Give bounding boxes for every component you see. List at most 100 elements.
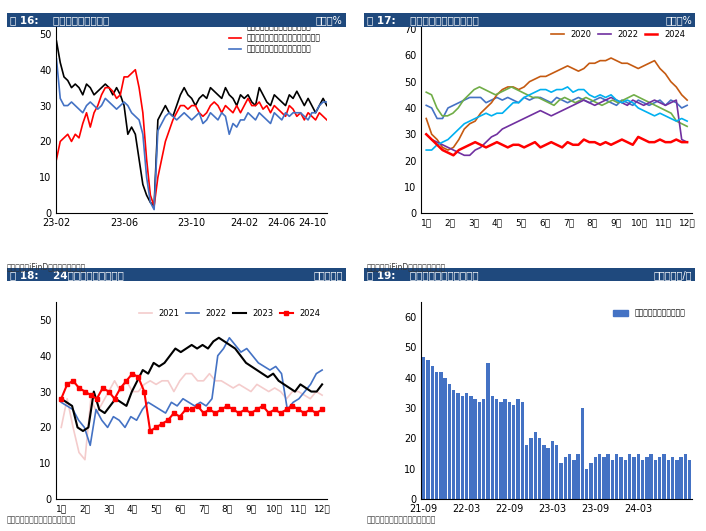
2021 bbox=[205, 371, 214, 377]
Line: 2020: 2020 bbox=[426, 58, 687, 150]
2024 bbox=[531, 139, 539, 145]
2024 bbox=[580, 136, 588, 143]
2023 bbox=[193, 345, 201, 352]
2021 bbox=[507, 84, 515, 90]
2024 bbox=[449, 152, 457, 158]
2024 bbox=[241, 406, 249, 413]
Bar bbox=[658, 457, 662, 499]
2020 bbox=[536, 73, 544, 80]
2023 bbox=[160, 359, 169, 366]
Bar bbox=[623, 460, 627, 499]
2024 bbox=[300, 410, 309, 416]
2021 bbox=[544, 99, 553, 106]
2024 bbox=[110, 396, 119, 402]
道路改性沥青：开工率：中国（周） bbox=[323, 117, 331, 123]
2023 bbox=[455, 126, 463, 132]
Text: 图 19:    委内瑞拉原油出口至中国: 图 19: 委内瑞拉原油出口至中国 bbox=[367, 270, 479, 280]
2021 bbox=[241, 385, 249, 391]
2021 bbox=[635, 95, 643, 101]
Text: 数据来源：iFinD、海通期货研究所: 数据来源：iFinD、海通期货研究所 bbox=[7, 263, 86, 272]
Line: 2021: 2021 bbox=[61, 374, 322, 460]
2022 bbox=[231, 342, 239, 348]
2024 bbox=[634, 134, 642, 140]
2020 bbox=[455, 136, 463, 143]
2019 bbox=[525, 97, 534, 103]
Bar bbox=[666, 460, 670, 499]
2024 bbox=[493, 139, 501, 145]
2022 bbox=[132, 417, 140, 423]
2024 bbox=[471, 139, 479, 145]
2022 bbox=[150, 402, 158, 409]
2023 bbox=[606, 92, 615, 98]
2022 bbox=[444, 144, 453, 151]
2022 bbox=[628, 97, 637, 103]
2022 bbox=[531, 110, 539, 116]
Bar bbox=[491, 396, 494, 499]
2020 bbox=[640, 63, 648, 69]
Bar bbox=[594, 457, 597, 499]
2023 bbox=[313, 388, 321, 395]
Text: 图 16:    不同市场需求开工率: 图 16: 不同市场需求开工率 bbox=[11, 15, 109, 25]
2021 bbox=[651, 102, 659, 108]
2023 bbox=[241, 359, 250, 366]
2021 bbox=[318, 392, 326, 398]
2021 bbox=[427, 92, 436, 98]
2020 bbox=[498, 87, 507, 93]
2019 bbox=[536, 95, 544, 101]
Line: 2019: 2019 bbox=[426, 98, 687, 118]
2024 bbox=[606, 142, 615, 148]
2024 bbox=[612, 139, 621, 145]
2020 bbox=[433, 136, 441, 143]
Bar bbox=[590, 463, 593, 499]
2019 bbox=[553, 95, 561, 101]
2023 bbox=[525, 92, 534, 98]
2019 bbox=[666, 97, 675, 103]
2022 bbox=[645, 99, 653, 106]
2024 bbox=[498, 142, 507, 148]
2021 bbox=[57, 424, 66, 431]
2021 bbox=[157, 378, 166, 384]
2021 bbox=[134, 388, 143, 395]
2023 bbox=[106, 402, 114, 409]
Text: 数据来源：钢联、海通期货研究所: 数据来源：钢联、海通期货研究所 bbox=[7, 515, 76, 524]
2022 bbox=[596, 99, 604, 106]
2022 bbox=[672, 97, 681, 103]
橡胶鞋材：开工率：中国（周） bbox=[300, 113, 309, 119]
2021 bbox=[517, 89, 526, 96]
2022 bbox=[126, 414, 135, 420]
2021 bbox=[592, 99, 601, 106]
2024 bbox=[288, 402, 297, 409]
2020 bbox=[618, 60, 626, 66]
2021 bbox=[582, 95, 590, 101]
2021 bbox=[300, 392, 309, 398]
2023 bbox=[683, 118, 691, 124]
2023 bbox=[427, 147, 436, 153]
2022 bbox=[249, 353, 257, 359]
2024 bbox=[438, 147, 447, 153]
2021 bbox=[448, 110, 457, 116]
道路改性沥青：开工率：中国（周） bbox=[52, 156, 61, 162]
2024 bbox=[128, 371, 137, 377]
2023 bbox=[144, 371, 152, 377]
2023 bbox=[280, 381, 288, 388]
2022 bbox=[184, 399, 193, 406]
Bar bbox=[650, 453, 653, 499]
Bar bbox=[495, 399, 498, 499]
2019 bbox=[531, 95, 539, 101]
2023 bbox=[509, 99, 517, 106]
2023 bbox=[498, 110, 507, 116]
2022 bbox=[265, 367, 274, 373]
2019 bbox=[465, 95, 474, 101]
2023 bbox=[585, 92, 594, 98]
2024 bbox=[487, 142, 496, 148]
2023 bbox=[645, 110, 653, 116]
2023 bbox=[296, 381, 304, 388]
Bar bbox=[611, 460, 614, 499]
2024 bbox=[536, 144, 544, 151]
2024 bbox=[258, 402, 267, 409]
Bar bbox=[508, 402, 511, 499]
2020 bbox=[553, 68, 561, 74]
2024 bbox=[57, 396, 66, 402]
2022 bbox=[634, 99, 642, 106]
Bar bbox=[628, 453, 631, 499]
